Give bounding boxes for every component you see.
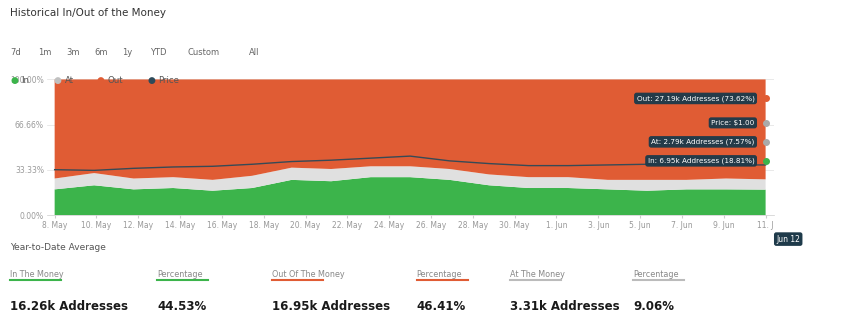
- Text: Price: Price: [158, 76, 179, 85]
- Text: Out: Out: [108, 76, 123, 85]
- Text: 16.26k Addresses: 16.26k Addresses: [10, 300, 128, 312]
- Text: At The Money: At The Money: [510, 270, 565, 279]
- Text: Out Of The Money: Out Of The Money: [272, 270, 344, 279]
- Text: All: All: [249, 48, 259, 57]
- Text: ●: ●: [10, 76, 18, 85]
- Text: Historical In/Out of the Money: Historical In/Out of the Money: [10, 8, 167, 18]
- Text: Percentage: Percentage: [416, 270, 462, 279]
- Text: In The Money: In The Money: [10, 270, 64, 279]
- Text: Custom: Custom: [187, 48, 219, 57]
- Text: 44.53%: 44.53%: [157, 300, 207, 312]
- Text: 16.95k Addresses: 16.95k Addresses: [272, 300, 390, 312]
- Text: 3m: 3m: [66, 48, 80, 57]
- Text: YTD: YTD: [150, 48, 167, 57]
- Text: 6m: 6m: [94, 48, 108, 57]
- Text: At: At: [65, 76, 74, 85]
- Text: 7d: 7d: [10, 48, 21, 57]
- Text: 1y: 1y: [122, 48, 133, 57]
- Text: Percentage: Percentage: [157, 270, 203, 279]
- Text: Out: 27.19k Addresses (73.62%): Out: 27.19k Addresses (73.62%): [637, 95, 755, 102]
- Text: 3.31k Addresses: 3.31k Addresses: [510, 300, 620, 312]
- Text: 9.06%: 9.06%: [633, 300, 674, 312]
- Text: At: 2.79k Addresses (7.57%): At: 2.79k Addresses (7.57%): [651, 139, 755, 145]
- Text: ●: ●: [54, 76, 61, 85]
- Text: Price: $1.00: Price: $1.00: [711, 120, 755, 126]
- Text: 46.41%: 46.41%: [416, 300, 466, 312]
- Text: Percentage: Percentage: [633, 270, 679, 279]
- Text: ●: ●: [147, 76, 155, 85]
- Text: ●: ●: [97, 76, 105, 85]
- Text: In: In: [21, 76, 29, 85]
- Text: 1m: 1m: [38, 48, 52, 57]
- Text: In: 6.95k Addresses (18.81%): In: 6.95k Addresses (18.81%): [648, 158, 755, 164]
- Text: Jun 12: Jun 12: [776, 235, 800, 244]
- Text: Year-to-Date Average: Year-to-Date Average: [10, 243, 106, 252]
